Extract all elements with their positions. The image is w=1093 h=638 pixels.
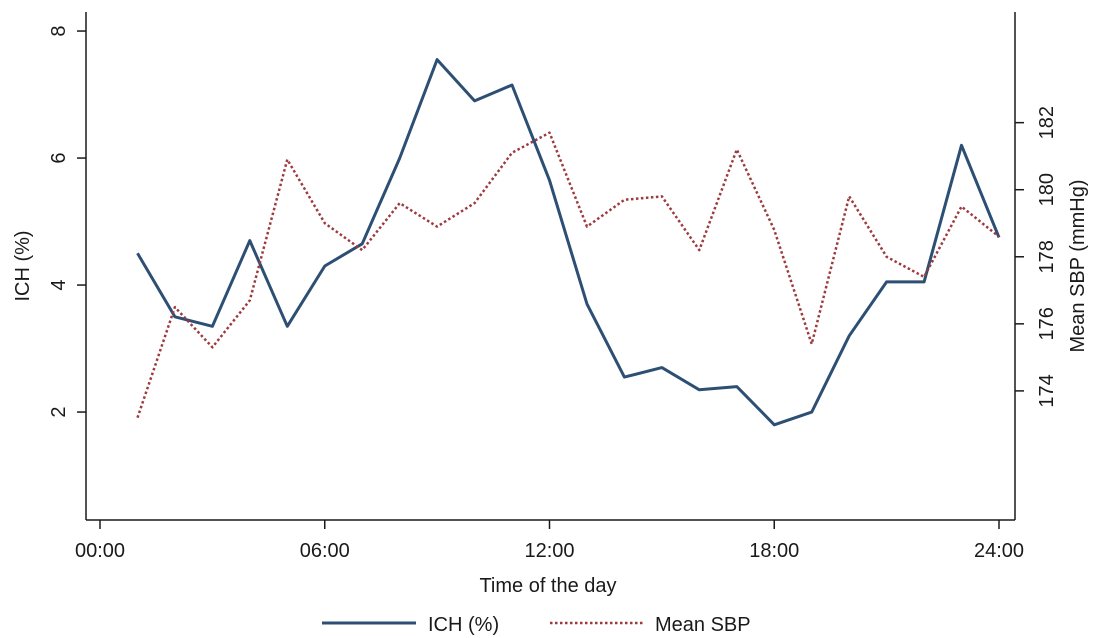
series-lines — [136, 58, 1001, 427]
legend-sbp-label: Mean SBP — [655, 614, 751, 636]
left-y-tick-label: 6 — [48, 152, 70, 163]
mean-sbp-series-line — [136, 131, 1000, 419]
x-tick-label: 12:00 — [524, 540, 574, 562]
left-y-tick-label: 2 — [48, 406, 70, 417]
left-y-axis-title: ICH (%) — [12, 230, 34, 301]
axes — [85, 12, 1016, 521]
left-y-tick-label: 8 — [48, 25, 70, 36]
right-y-tick-label: 178 — [1036, 240, 1058, 273]
right-y-tick-label: 180 — [1036, 173, 1058, 206]
right-y-axis-title: Mean SBP (mmHg) — [1067, 179, 1089, 352]
legend-ich-label: ICH (%) — [428, 614, 499, 636]
right-y-tick-label: 176 — [1036, 307, 1058, 340]
ich-series-line — [136, 58, 1001, 427]
x-tick-label: 06:00 — [300, 540, 350, 562]
right-y-tick-label: 182 — [1036, 106, 1058, 139]
x-axis-title: Time of the day — [479, 575, 616, 597]
x-tick-label: 24:00 — [974, 540, 1024, 562]
x-tick-label: 18:00 — [749, 540, 799, 562]
tick-group: 00:00 06:00 12:00 18:00 24:00 2 4 6 8 174 176 178 18… — [48, 25, 1058, 562]
legend: ICH (%) Mean SBP — [322, 614, 751, 636]
x-tick-label: 00:00 — [75, 540, 125, 562]
left-y-tick-label: 4 — [48, 279, 70, 290]
right-y-tick-label: 174 — [1036, 374, 1058, 407]
